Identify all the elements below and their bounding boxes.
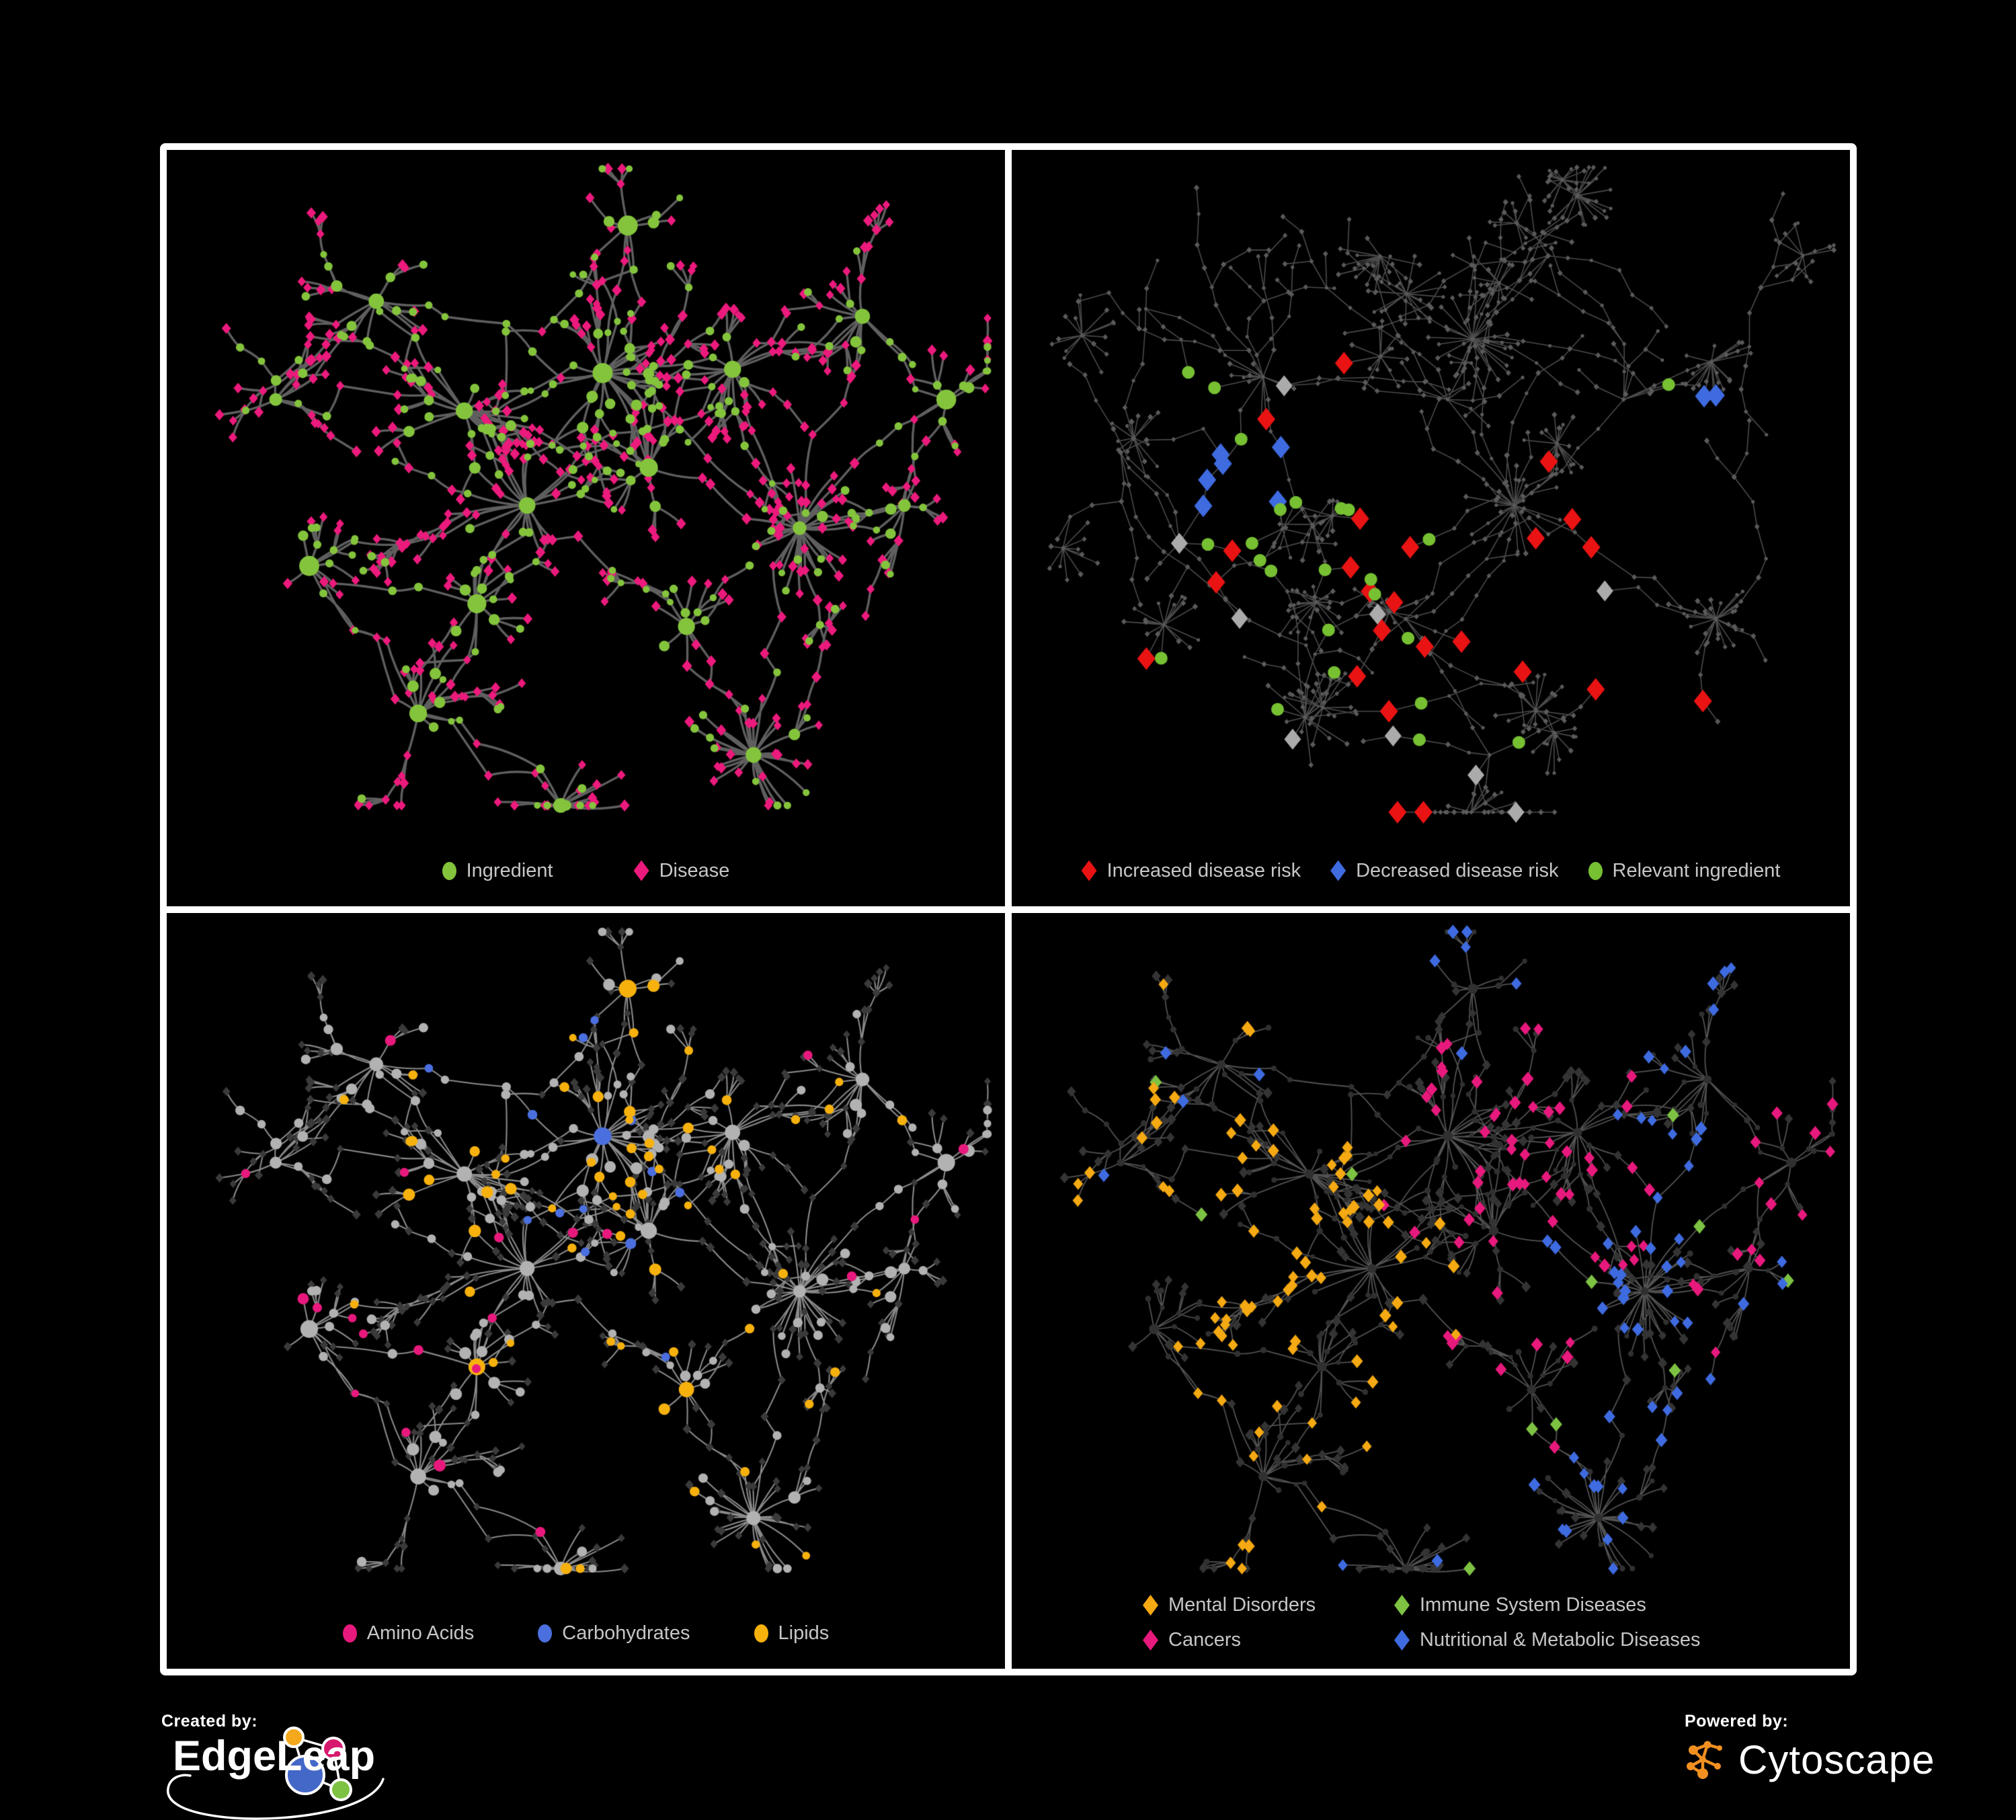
edgeleap-wordmark: EdgeLeap	[173, 1733, 376, 1780]
legend-item-nutritional-metabolic: Nutritional & Metabolic Diseases	[1394, 1629, 1700, 1651]
legend-label: Immune System Diseases	[1420, 1594, 1646, 1616]
cytoscape-wordmark: Cytoscape	[1738, 1737, 1935, 1782]
legend-label: Mental Disorders	[1168, 1594, 1316, 1616]
legend-ingredient-disease: Ingredient Disease	[167, 860, 1005, 882]
legend-item-carbohydrates: Carbohydrates	[538, 1622, 690, 1645]
edgeleap-credit: Created by: EdgeLeap	[161, 1712, 385, 1820]
legend-ingredient-classes: Amino Acids Carbohydrates Lipids	[167, 1622, 1005, 1645]
legend-disease-risk: Increased disease risk Decreased disease…	[1012, 860, 1850, 882]
cytoscape-credit: Powered by:	[1685, 1712, 1935, 1783]
legend-item-lipids: Lipids	[754, 1622, 830, 1645]
network-grid: Ingredient Disease Increased disease ris…	[160, 143, 1857, 1675]
legend-label: Amino Acids	[366, 1622, 475, 1644]
legend-item-ingredient: Ingredient	[442, 860, 553, 882]
panel-ingredient-classes: Amino Acids Carbohydrates Lipids	[167, 912, 1005, 1669]
legend-label: Decreased disease risk	[1356, 859, 1559, 881]
amino-acids-circle-marker	[342, 1624, 357, 1643]
edgeleap-logo-icon	[167, 1727, 385, 1820]
legend-label: Carbohydrates	[562, 1622, 690, 1644]
legend-item-immune-diseases: Immune System Diseases	[1394, 1594, 1700, 1616]
legend-item-relevant-ingredient: Relevant ingredient	[1588, 859, 1781, 882]
network-canvas-ingredient-disease	[167, 150, 1005, 906]
legend-item-increased-risk: Increased disease risk	[1081, 859, 1301, 882]
carbohydrates-circle-marker	[538, 1624, 553, 1643]
legend-item-mental-disorders: Mental Disorders	[1143, 1594, 1394, 1616]
legend-label: Lipids	[778, 1622, 830, 1644]
mental-disorders-diamond-marker	[1143, 1595, 1158, 1616]
panel-ingredient-disease: Ingredient Disease	[167, 150, 1005, 906]
legend-disease-classes: Mental Disorders Immune System Diseases …	[1143, 1594, 1700, 1651]
network-canvas-ingredient-classes	[167, 912, 1005, 1669]
lipids-circle-marker	[754, 1624, 768, 1643]
legend-label: Increased disease risk	[1106, 859, 1301, 881]
cytoscape-logo-icon	[1687, 1741, 1722, 1779]
decreased-risk-diamond-marker	[1330, 860, 1346, 881]
legend-item-amino-acids: Amino Acids	[342, 1622, 475, 1645]
legend-item-decreased-risk: Decreased disease risk	[1330, 859, 1559, 882]
disease-diamond-marker	[633, 860, 649, 881]
network-canvas-disease-risk	[1012, 150, 1850, 906]
cancers-diamond-marker	[1143, 1630, 1158, 1651]
legend-label: Relevant ingredient	[1612, 859, 1781, 881]
legend-label: Ingredient	[466, 859, 553, 881]
nutritional-metabolic-diamond-marker	[1394, 1630, 1410, 1651]
network-canvas-disease-classes	[1012, 912, 1850, 1669]
panel-disease-classes: Mental Disorders Immune System Diseases …	[1012, 912, 1850, 1669]
legend-label: Cancers	[1168, 1629, 1241, 1651]
relevant-ingredient-circle-marker	[1588, 861, 1603, 880]
panel-disease-risk: Increased disease risk Decreased disease…	[1012, 150, 1850, 906]
immune-diseases-diamond-marker	[1394, 1595, 1410, 1616]
increased-risk-diamond-marker	[1081, 860, 1097, 881]
powered-by-label: Powered by:	[1685, 1712, 1789, 1731]
legend-label: Disease	[659, 859, 730, 881]
legend-item-disease: Disease	[633, 859, 730, 882]
created-by-label: Created by:	[161, 1712, 258, 1731]
ingredient-circle-marker	[442, 861, 456, 880]
legend-item-cancers: Cancers	[1143, 1629, 1394, 1651]
legend-label: Nutritional & Metabolic Diseases	[1420, 1629, 1701, 1651]
